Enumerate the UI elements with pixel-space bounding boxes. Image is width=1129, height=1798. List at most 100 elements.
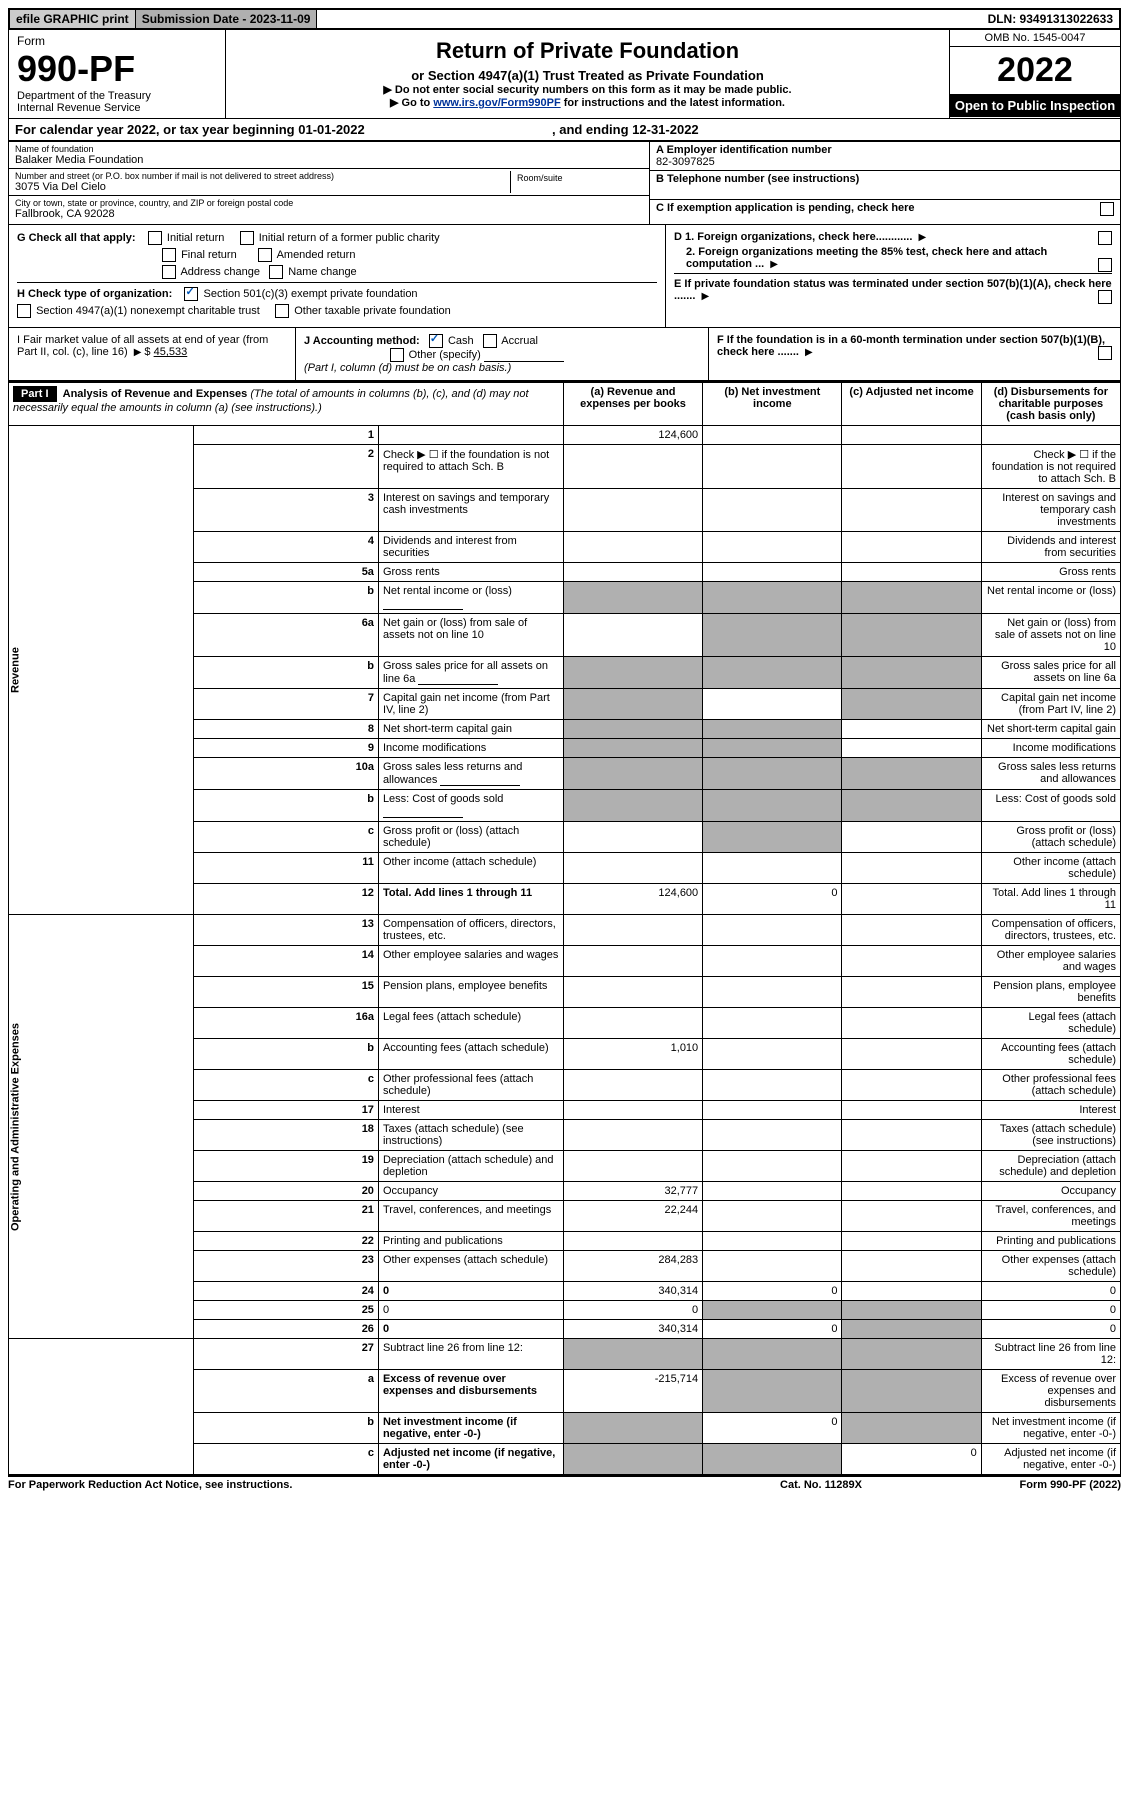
line-description: Excess of revenue over expenses and disb… xyxy=(378,1370,563,1413)
footer-right: Form 990-PF (2022) xyxy=(921,1479,1121,1491)
instr2-post: for instructions and the latest informat… xyxy=(561,97,785,109)
col-b-cell xyxy=(703,614,842,657)
other-taxable-checkbox[interactable] xyxy=(275,304,289,318)
col-a-cell xyxy=(563,915,702,946)
calyear-begin: 01-01-2022 xyxy=(298,122,365,137)
line-description: Gross rents xyxy=(378,563,563,582)
col-b-cell xyxy=(703,739,842,758)
section-label: Revenue xyxy=(9,426,194,915)
d1-checkbox[interactable] xyxy=(1098,231,1112,245)
cash-checkbox[interactable] xyxy=(429,334,443,348)
calendar-year-line: For calendar year 2022, or tax year begi… xyxy=(8,119,1121,142)
col-a-cell: -215,714 xyxy=(563,1370,702,1413)
street-address: 3075 Via Del Cielo xyxy=(15,181,510,193)
line-number: 2 xyxy=(193,445,378,489)
f-checkbox[interactable] xyxy=(1098,346,1112,360)
col-b-cell xyxy=(703,489,842,532)
e-checkbox[interactable] xyxy=(1098,290,1112,304)
col-b-cell xyxy=(703,790,842,822)
h-item-1: Section 501(c)(3) exempt private foundat… xyxy=(204,288,418,300)
entity-block: Name of foundation Balaker Media Foundat… xyxy=(8,142,1121,225)
col-b-cell xyxy=(703,1201,842,1232)
col-b-cell xyxy=(703,1070,842,1101)
omb-number: OMB No. 1545-0047 xyxy=(950,30,1120,47)
line-description: Less: Cost of goods sold xyxy=(378,790,563,822)
checks-block: G Check all that apply: Initial return I… xyxy=(8,225,1121,328)
col-b-cell: 0 xyxy=(703,884,842,915)
col-a-cell: 0 xyxy=(563,1301,702,1320)
col-c-cell xyxy=(842,1120,981,1151)
501c3-checkbox[interactable] xyxy=(184,287,198,301)
line-description xyxy=(378,426,563,445)
addr-label: Number and street (or P.O. box number if… xyxy=(15,171,510,181)
line-number: 25 xyxy=(193,1301,378,1320)
line-description: Other employee salaries and wages xyxy=(378,946,563,977)
col-a-cell xyxy=(563,739,702,758)
d2-checkbox[interactable] xyxy=(1098,258,1112,272)
line-number: 23 xyxy=(193,1251,378,1282)
col-b-cell xyxy=(703,689,842,720)
amended-return-checkbox[interactable] xyxy=(258,248,272,262)
line-description: Check ▶ ☐ if the foundation is not requi… xyxy=(378,445,563,489)
col-d-cell: Compensation of officers, directors, tru… xyxy=(981,915,1120,946)
name-change-checkbox[interactable] xyxy=(269,265,283,279)
room-label: Room/suite xyxy=(517,173,637,183)
col-d-cell: Gross sales price for all assets on line… xyxy=(981,657,1120,689)
g-item-3: Initial return of a former public charit… xyxy=(259,232,440,244)
line-number: b xyxy=(193,790,378,822)
col-b-cell xyxy=(703,1370,842,1413)
city-state-zip: Fallbrook, CA 92028 xyxy=(15,208,643,220)
g-label: G Check all that apply: xyxy=(17,232,136,244)
other-method-checkbox[interactable] xyxy=(390,348,404,362)
col-c-cell xyxy=(842,884,981,915)
col-c-cell xyxy=(842,1282,981,1301)
form-label: Form xyxy=(17,34,217,48)
part1-label: Part I xyxy=(13,386,57,402)
col-a-cell xyxy=(563,822,702,853)
footer-left: For Paperwork Reduction Act Notice, see … xyxy=(8,1479,721,1491)
final-return-checkbox[interactable] xyxy=(162,248,176,262)
line-description: Gross profit or (loss) (attach schedule) xyxy=(378,822,563,853)
4947-checkbox[interactable] xyxy=(17,304,31,318)
line-description: Other professional fees (attach schedule… xyxy=(378,1070,563,1101)
address-change-checkbox[interactable] xyxy=(162,265,176,279)
col-a-cell xyxy=(563,1444,702,1475)
g-item-2: Address change xyxy=(180,266,260,278)
line-number: 10a xyxy=(193,758,378,790)
col-b-cell xyxy=(703,563,842,582)
line-number: 18 xyxy=(193,1120,378,1151)
col-b-cell xyxy=(703,1339,842,1370)
line-description: Gross sales price for all assets on line… xyxy=(378,657,563,689)
col-d-cell: Gross rents xyxy=(981,563,1120,582)
g-item-4: Amended return xyxy=(277,249,356,261)
col-c-cell xyxy=(842,1182,981,1201)
pending-checkbox[interactable] xyxy=(1100,202,1114,216)
form-number: 990-PF xyxy=(17,48,217,90)
g-item-0: Initial return xyxy=(167,232,224,244)
line-description: Total. Add lines 1 through 11 xyxy=(378,884,563,915)
line-number: 13 xyxy=(193,915,378,946)
form-title: Return of Private Foundation xyxy=(230,38,945,64)
col-b-cell xyxy=(703,532,842,563)
line-number: 5a xyxy=(193,563,378,582)
submission-date: Submission Date - 2023-11-09 xyxy=(136,10,318,28)
line-description: Occupancy xyxy=(378,1182,563,1201)
line-number: 20 xyxy=(193,1182,378,1201)
col-d-cell: Capital gain net income (from Part IV, l… xyxy=(981,689,1120,720)
initial-return-checkbox[interactable] xyxy=(148,231,162,245)
col-b-cell xyxy=(703,1232,842,1251)
line-description: Printing and publications xyxy=(378,1232,563,1251)
col-b-cell xyxy=(703,1039,842,1070)
j-accrual: Accrual xyxy=(501,335,538,347)
col-a-cell xyxy=(563,720,702,739)
line-number: 14 xyxy=(193,946,378,977)
accrual-checkbox[interactable] xyxy=(483,334,497,348)
col-b-cell xyxy=(703,1251,842,1282)
table-row: 27Subtract line 26 from line 12:Subtract… xyxy=(9,1339,1121,1370)
col-c-cell xyxy=(842,1232,981,1251)
h-label: H Check type of organization: xyxy=(17,288,172,300)
col-a-cell xyxy=(563,1008,702,1039)
irs-link[interactable]: www.irs.gov/Form990PF xyxy=(433,97,560,109)
line-description: Interest xyxy=(378,1101,563,1120)
former-public-charity-checkbox[interactable] xyxy=(240,231,254,245)
